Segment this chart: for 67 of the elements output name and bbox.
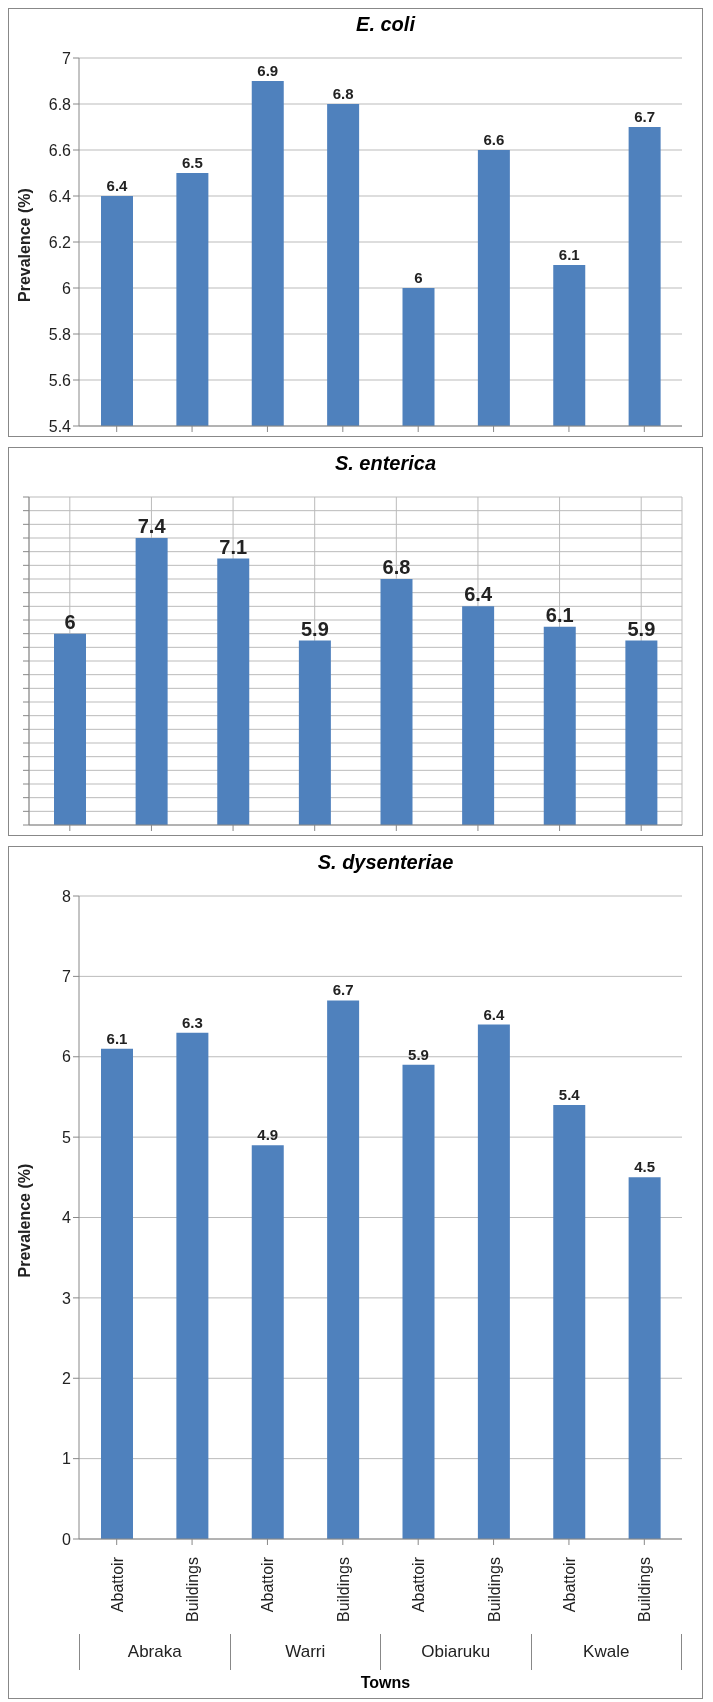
text: Kwale: [530, 1634, 682, 1670]
data-label: 7.4: [137, 515, 167, 537]
chart-title: E. coli: [355, 13, 417, 36]
data-label: 6: [414, 269, 423, 286]
bar: [251, 1145, 284, 1539]
y-tick-label: 5.6: [48, 371, 72, 389]
y-tick-label: 0: [62, 1530, 72, 1548]
data-label: 6.6: [483, 131, 505, 148]
chart-title: S. enterica: [333, 452, 438, 475]
y-tick-label: 8: [62, 887, 72, 905]
x-tick-label: Abattoir: [560, 1556, 578, 1613]
bar: [553, 1104, 586, 1539]
y-tick-label: 5: [62, 1128, 72, 1146]
data-label: 6.1: [545, 603, 574, 626]
y-tick-label: 6: [62, 279, 72, 297]
y-tick-label: 7: [62, 49, 72, 67]
data-label: 7.1: [219, 535, 248, 558]
x-tick-label: Abattoir: [410, 1556, 428, 1613]
bar: [327, 1000, 360, 1539]
x-tick-label: Buildings: [184, 1557, 202, 1622]
text: Warri: [229, 1634, 380, 1670]
x-tick-label: Abattoir: [259, 1556, 277, 1613]
y-tick-label: 6.6: [48, 141, 72, 159]
data-label: 5.4: [558, 1085, 581, 1103]
data-label: 6.8: [332, 85, 354, 102]
data-label: 5.9: [627, 617, 656, 640]
bar: [402, 1064, 435, 1539]
y-axis-title: Prevalence (%): [15, 188, 33, 302]
bar: [176, 1032, 209, 1539]
data-label: 6.7: [634, 108, 656, 125]
data-label: 6.1: [558, 246, 580, 263]
bar: [477, 1024, 510, 1539]
data-label: 6.3: [181, 1013, 203, 1031]
bar: [628, 1177, 661, 1539]
x-axis-title: Towns: [359, 1673, 412, 1693]
x-tick-label: Buildings: [636, 1557, 654, 1622]
y-tick-label: 5.8: [48, 325, 72, 343]
bar: [101, 1048, 133, 1539]
y-tick-label: 6.2: [48, 233, 72, 251]
text: Abraka: [79, 1634, 230, 1670]
y-tick-label: 1: [62, 1450, 72, 1468]
x-tick-label: Abattoir: [108, 1556, 126, 1613]
y-tick-label: 3: [62, 1289, 72, 1307]
data-label: 4.9: [257, 1126, 279, 1144]
x-tick-label: Buildings: [334, 1557, 352, 1622]
data-label: 6.1: [106, 1029, 128, 1047]
y-tick-label: 5.4: [48, 417, 72, 435]
text: Obiaruku: [380, 1634, 531, 1670]
y-tick-label: 6: [62, 1048, 72, 1066]
data-label: 4.5: [634, 1158, 656, 1176]
y-tick-label: 6.4: [48, 187, 72, 205]
data-label: 6.9: [257, 62, 279, 79]
data-label: 6.4: [106, 177, 129, 194]
y-tick-label: 2: [62, 1369, 72, 1387]
data-label: 6.8: [382, 556, 411, 578]
data-label: 5.9: [408, 1045, 429, 1063]
y-tick-label: 4: [62, 1209, 72, 1227]
chart-title: S. dysenteriae: [316, 851, 455, 874]
data-label: 6.4: [464, 583, 493, 606]
data-label: 5.9: [300, 617, 329, 640]
y-tick-label: 6.8: [48, 95, 72, 113]
data-label: 6.4: [483, 1005, 505, 1023]
y-tick-label: 7: [62, 968, 72, 986]
x-tick-label: Buildings: [485, 1557, 503, 1622]
data-label: 6.7: [332, 981, 354, 999]
y-axis-title: Prevalence (%): [15, 1163, 33, 1278]
data-label: 6.5: [181, 154, 203, 171]
